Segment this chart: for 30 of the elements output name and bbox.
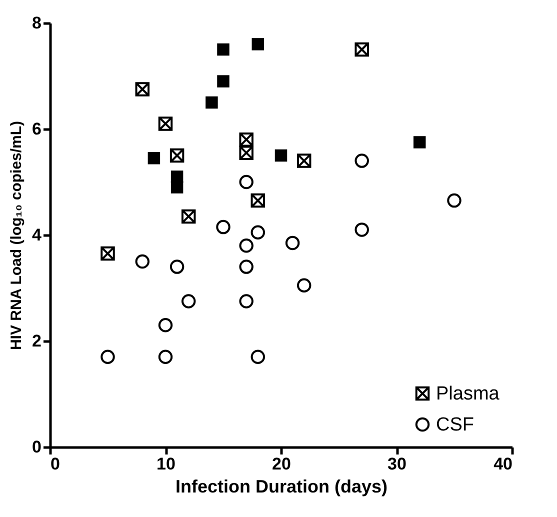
y-tick-label: 8 — [32, 14, 42, 32]
x-tick-label: 10 — [156, 454, 176, 474]
legend-label: CSF — [436, 414, 474, 436]
point — [170, 181, 184, 194]
x-tick-label: 0 — [50, 454, 60, 474]
point — [181, 209, 196, 224]
point — [354, 42, 369, 57]
point — [296, 154, 312, 168]
x-tick-label: 40 — [494, 454, 512, 474]
point — [217, 43, 230, 56]
point — [100, 246, 115, 261]
point — [158, 116, 173, 131]
legend-label: Plasma — [436, 384, 500, 404]
x-axis-title: Infection Duration (days) — [175, 476, 388, 496]
point — [148, 152, 160, 164]
point — [274, 149, 288, 162]
point — [250, 193, 266, 208]
point — [170, 148, 184, 163]
point — [252, 38, 264, 50]
y-tick-label: 6 — [32, 120, 42, 138]
point — [413, 136, 426, 148]
point — [206, 96, 218, 109]
y-axis-title: HIV RNA Load (log₁₀ copies/mL) — [8, 120, 26, 350]
y-tick-label: 4 — [32, 226, 42, 244]
point — [217, 75, 230, 88]
x-tick-label: 20 — [272, 454, 291, 474]
y-tick-label: 0 — [32, 438, 42, 456]
point — [135, 82, 150, 96]
x-tick-label: 30 — [388, 454, 406, 474]
y-tick-label: 2 — [32, 332, 42, 350]
